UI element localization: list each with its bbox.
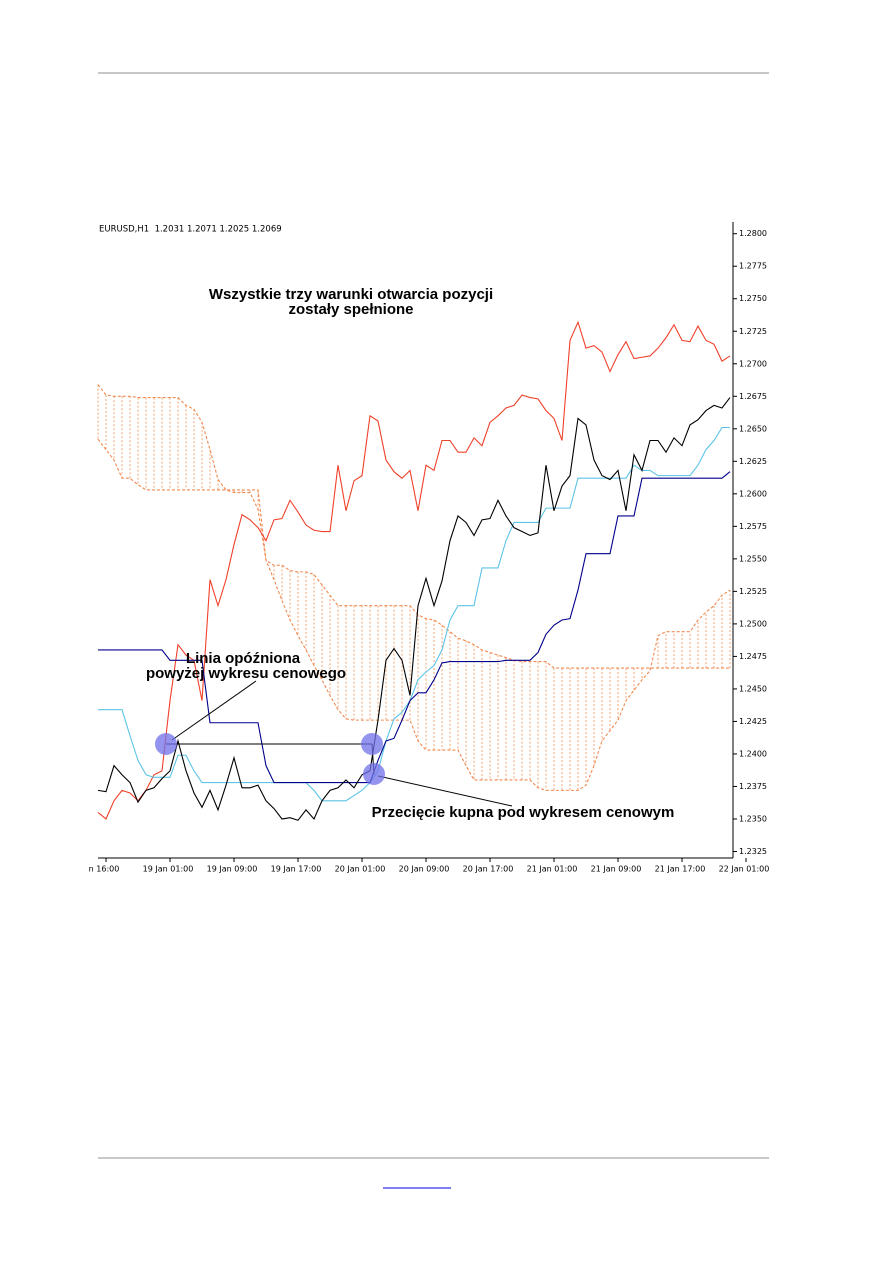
chart-title: Wszystkie trzy warunki otwarcia pozycji — [209, 286, 493, 303]
annotation-pointer — [171, 680, 257, 741]
y-tick-label: 1.2750 — [739, 294, 767, 303]
series-line — [97, 397, 731, 821]
series-line — [98, 426, 730, 802]
y-tick-label: 1.2325 — [739, 847, 767, 856]
cloud-span — [97, 384, 730, 669]
annotations — [155, 680, 513, 807]
x-tick-label: 19 Jan 17:00 — [271, 865, 322, 874]
y-tick-label: 1.2650 — [739, 424, 767, 433]
plot — [97, 320, 731, 821]
y-tick-label: 1.2550 — [739, 554, 767, 563]
y-tick-label: 1.2500 — [739, 619, 767, 628]
x-tick-label: n 16:00 — [89, 865, 120, 874]
y-tick-label: 1.2800 — [739, 229, 767, 238]
series-line — [97, 320, 731, 820]
y-tick-label: 1.2775 — [739, 262, 767, 271]
x-tick-label: 21 Jan 17:00 — [655, 865, 706, 874]
y-tick-label: 1.2725 — [739, 327, 767, 336]
annotation: Przecięcie kupna pod wykresem cenowym — [372, 804, 675, 821]
x-tick-label: 20 Jan 09:00 — [399, 865, 450, 874]
annotation: powyżej wykresu cenowego — [146, 665, 346, 682]
y-tick-label: 1.2700 — [739, 359, 767, 368]
y-tick-label: 1.2600 — [739, 489, 767, 498]
x-tick-label: 21 Jan 01:00 — [527, 865, 578, 874]
annotation-circle — [361, 733, 383, 755]
x-tick-label: 21 Jan 09:00 — [591, 865, 642, 874]
x-tick-label: 20 Jan 17:00 — [463, 865, 514, 874]
x-tick-label: 19 Jan 01:00 — [143, 865, 194, 874]
x-tick-label: 19 Jan 09:00 — [207, 865, 258, 874]
y-tick-label: 1.2575 — [739, 522, 767, 531]
x-tick-label: 20 Jan 01:00 — [335, 865, 386, 874]
annotation: Linia opóźniona — [186, 650, 301, 667]
y-tick-label: 1.2400 — [739, 749, 767, 758]
x-tick-label: 22 Jan 01:00 — [719, 865, 770, 874]
annotation-pointer — [377, 775, 513, 807]
y-tick-label: 1.2525 — [739, 587, 767, 596]
cloud-span — [97, 438, 731, 791]
y-tick-label: 1.2425 — [739, 717, 767, 726]
y-tick-label: 1.2350 — [739, 814, 767, 823]
y-tick-label: 1.2675 — [739, 392, 767, 401]
annotation-circle — [363, 763, 385, 785]
y-tick-label: 1.2475 — [739, 652, 767, 661]
chart-subtitle: EURUSD,H1 1.2031 1.2071 1.2025 1.2069 — [99, 225, 282, 235]
annotation-circle — [155, 733, 177, 755]
y-tick-label: 1.2625 — [739, 457, 767, 466]
chart-title: zostały spełnione — [288, 301, 413, 318]
series-line — [98, 471, 731, 784]
y-tick-label: 1.2450 — [739, 684, 767, 693]
y-tick-label: 1.2375 — [739, 782, 767, 791]
